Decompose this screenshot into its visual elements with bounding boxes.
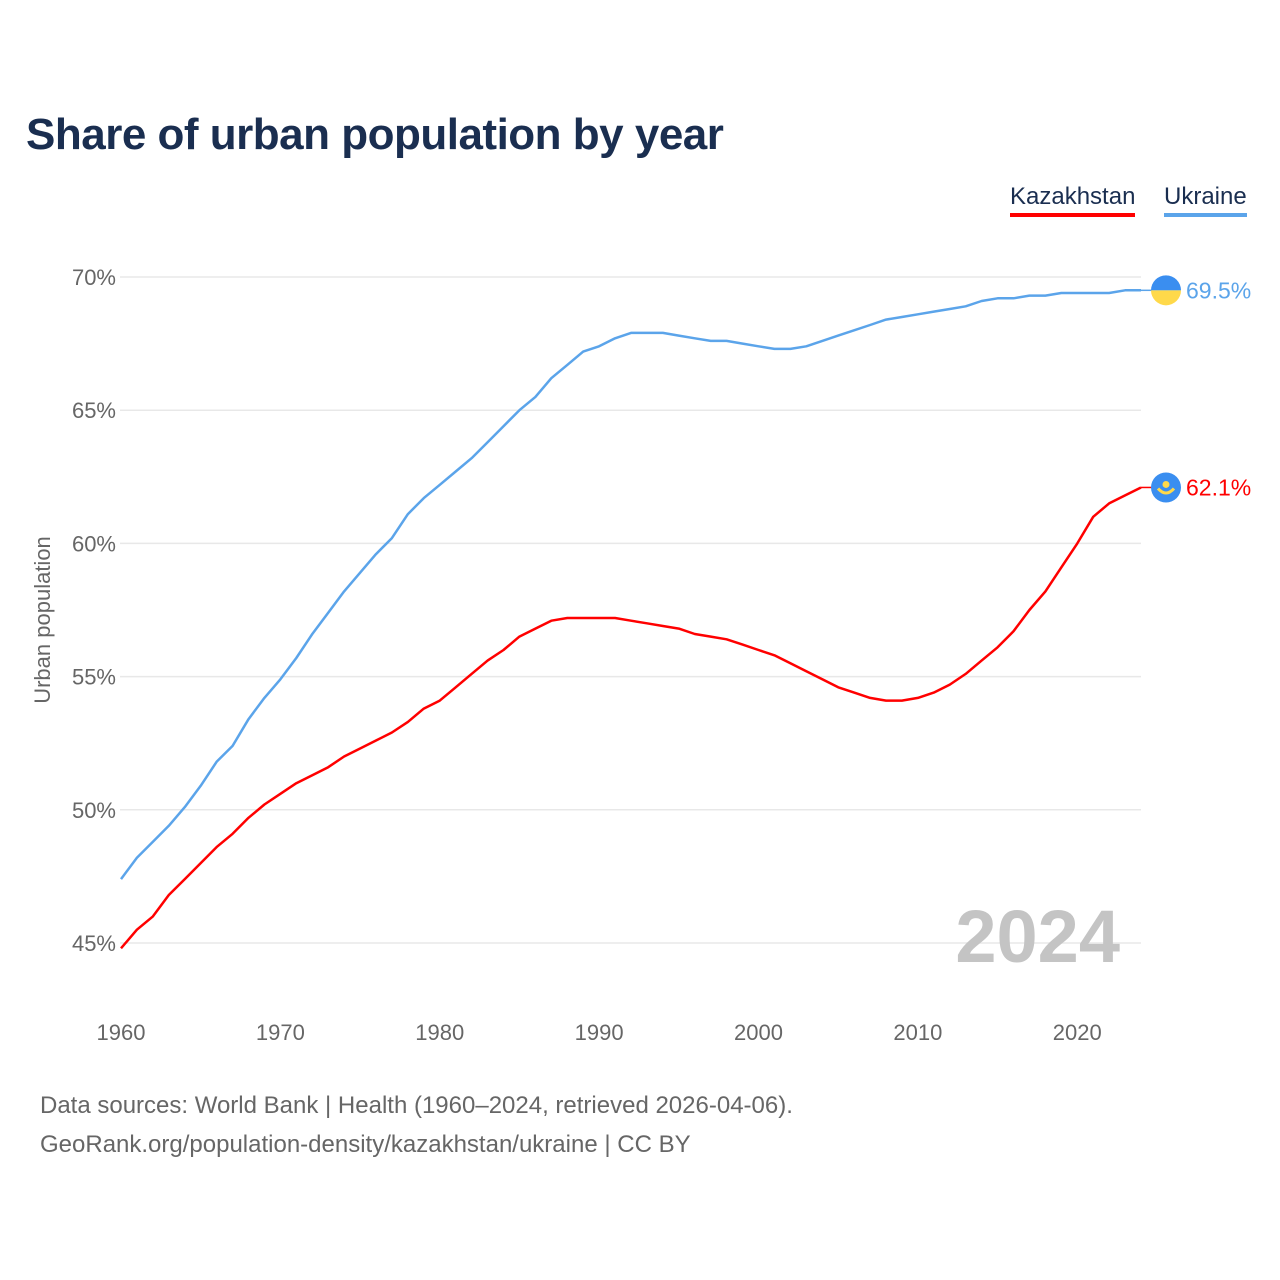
- end-value-label: 69.5%: [1186, 277, 1251, 303]
- x-tick-label: 1970: [256, 1020, 305, 1045]
- y-tick-label: 45%: [72, 931, 116, 956]
- x-tick-label: 1990: [575, 1020, 624, 1045]
- ukraine-flag-icon: [1151, 275, 1181, 291]
- footer: Data sources: World Bank | Health (1960–…: [40, 1086, 793, 1164]
- legend-item-kazakhstan[interactable]: Kazakhstan: [1010, 183, 1136, 217]
- kazakhstan-flag-eagle-icon: [1156, 487, 1176, 495]
- end-value-label: 62.1%: [1186, 474, 1251, 500]
- x-tick-label: 1960: [97, 1020, 146, 1045]
- y-axis-label: Urban population: [30, 536, 55, 704]
- kazakhstan-flag-sun-icon: [1162, 480, 1170, 488]
- y-tick-label: 65%: [72, 398, 116, 423]
- x-tick-label: 1980: [415, 1020, 464, 1045]
- x-tick-label: 2010: [893, 1020, 942, 1045]
- y-tick-label: 55%: [72, 665, 116, 690]
- data-source-text: Data sources: World Bank | Health (1960–…: [40, 1092, 793, 1119]
- y-tick-label: 50%: [72, 798, 116, 823]
- legend-item-ukraine[interactable]: Ukraine: [1164, 183, 1247, 217]
- ukraine-flag-icon: [1151, 290, 1181, 306]
- x-tick-label: 2020: [1053, 1020, 1102, 1045]
- series-line-ukraine: [119, 289, 1141, 880]
- year-watermark: 2024: [955, 895, 1120, 978]
- chart-title: Share of urban population by year: [26, 110, 724, 159]
- y-tick-label: 60%: [72, 531, 116, 556]
- series-line-kazakhstan: [120, 486, 1142, 950]
- source-link[interactable]: GeoRank.org/population-density/kazakhsta…: [40, 1131, 691, 1158]
- y-tick-label: 70%: [72, 265, 116, 290]
- x-tick-label: 2000: [734, 1020, 783, 1045]
